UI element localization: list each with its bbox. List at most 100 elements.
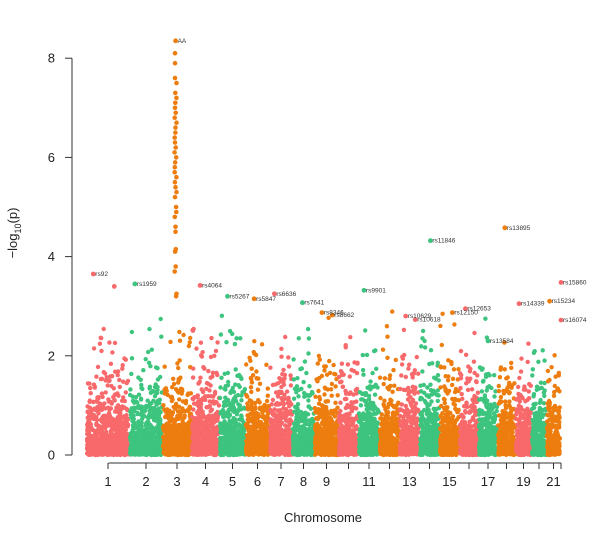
snp-point [338,441,343,446]
snp-point [132,400,137,405]
snp-point [306,430,312,435]
snp-point [89,410,94,416]
snp-point [92,385,98,390]
snp-point [202,366,207,371]
snp-point [285,442,290,447]
snp-point [265,393,270,398]
snp-point [88,422,94,427]
snp-point [254,415,259,421]
snp-point [231,405,237,410]
snp-point [344,396,349,402]
snp-point [249,366,254,371]
snp-point [222,371,227,376]
snp-point [260,410,265,415]
snp-point [296,394,301,399]
snp-point [115,372,120,378]
snp-point [108,451,113,457]
snp-point [337,418,342,423]
snp-point [118,445,123,450]
snp-point [128,445,134,450]
snp-point [96,411,101,416]
snp-point [187,340,192,345]
snp-point [248,440,254,446]
snp-point [112,420,118,425]
snp-point [172,105,178,111]
snp-point [249,429,254,434]
snp-point [316,401,322,406]
snp-point [106,399,112,404]
snp-point [135,410,140,416]
snp-point [209,446,214,451]
snp-point [358,403,364,408]
snp-point [254,440,260,445]
snp-point [343,391,349,396]
snp-point [135,440,140,445]
snp-point [364,352,370,358]
snp-point [363,328,368,333]
snp-point [94,421,99,426]
snp-point [321,411,326,416]
snp-point [327,358,332,364]
snp-point [103,442,109,448]
snp-point [360,352,365,358]
snp-point [122,356,127,361]
snp-point [97,341,103,346]
snp-point [172,165,178,170]
data-points [84,50,563,458]
snp-point [103,417,108,422]
snp-point [147,326,152,332]
snp-point [181,437,187,443]
snp-point [199,387,204,392]
snp-point [99,419,104,424]
snp-point [88,442,93,448]
snp-point [168,339,173,345]
snp-point [291,436,297,442]
snp-point [348,430,353,435]
snp-point [158,316,163,322]
snp-point [327,415,332,420]
snp-point [123,424,128,429]
snp-point [173,184,178,190]
snp-point [197,447,203,452]
snp-point [106,378,112,384]
snp-point [295,411,300,416]
snp-point [175,452,180,457]
snp-point [186,343,192,349]
snp-point [186,449,191,454]
snp-point [338,400,343,405]
snp-point [161,427,166,433]
snp-point [320,421,325,427]
snp-point [196,410,201,416]
snp-point [108,446,114,451]
snp-point [116,419,122,424]
snp-point [275,394,281,399]
snp-point [306,404,312,409]
snp-point [323,406,329,411]
snp-point [279,429,285,435]
snp-point [294,417,299,423]
snp-point [279,354,284,359]
snp-point [238,336,243,341]
snp-point [99,451,104,457]
snp-point [176,377,181,382]
snp-point [252,339,257,344]
snp-point [91,399,96,405]
snp-point [288,383,294,388]
snp-point [315,361,320,366]
snp-point [230,331,235,337]
snp-point [283,334,288,340]
snp-point [306,351,311,356]
snp-point [206,450,211,456]
snp-point [136,403,141,409]
snp-point [273,390,279,395]
snp-point [291,396,297,401]
snp-point [90,446,96,451]
snp-point [116,425,122,430]
snp-point [199,451,205,456]
snp-point [293,404,298,410]
snp-point [146,416,151,421]
snp-point [304,392,309,397]
snp-point [174,174,179,180]
snp-point [111,386,117,391]
snp-point [347,374,352,379]
